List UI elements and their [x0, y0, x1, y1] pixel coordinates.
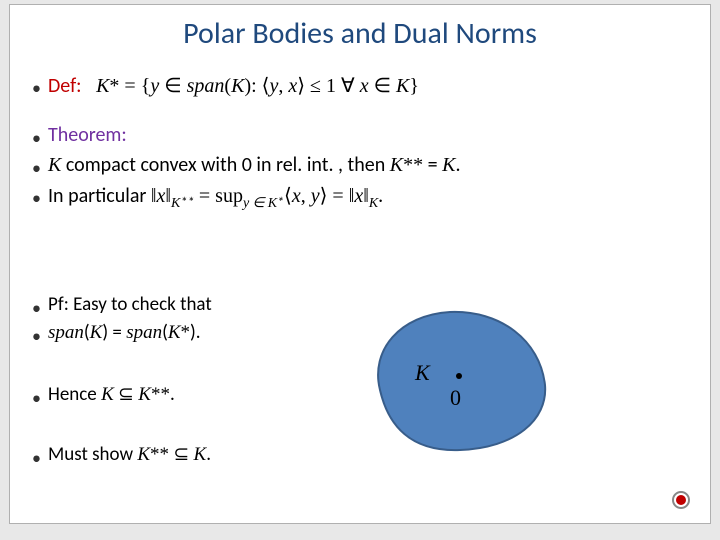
- bullet: •: [32, 157, 41, 179]
- definition-line: Def: K* = {y ∈ span(K): ⟨y, x⟩ ≤ 1 ∀ x ∈…: [48, 73, 419, 98]
- theorem-line-2: In particular ‖x‖K** = supy ∈ K*⟨x, y⟩ =…: [48, 183, 383, 212]
- convex-blob-path: [378, 312, 545, 450]
- slide-title: Polar Bodies and Dual Norms: [10, 15, 710, 52]
- K-label: K: [415, 360, 430, 386]
- thm2-a: In particular: [48, 184, 151, 208]
- bullet: •: [32, 387, 41, 409]
- def-math: K* = {y ∈ span(K): ⟨y, x⟩ ≤ 1 ∀ x ∈ K}: [96, 75, 419, 97]
- proof-line-1: Pf: Easy to check that: [48, 293, 212, 316]
- bullet: •: [32, 325, 41, 347]
- slide-frame: Polar Bodies and Dual Norms • Def: K* = …: [9, 4, 711, 524]
- def-label: Def:: [48, 74, 82, 98]
- origin-dot: [456, 373, 462, 379]
- proof-line-2: span(K) = span(K*).: [48, 321, 201, 344]
- sub-kss: K**: [171, 194, 194, 211]
- bullet: •: [32, 297, 41, 319]
- theorem-line-1: K compact convex with 0 in rel. int. , t…: [48, 153, 461, 177]
- zero-label: 0: [450, 385, 461, 411]
- bullet: •: [32, 447, 41, 469]
- convex-set-figure: [340, 300, 560, 460]
- bullet: •: [32, 127, 41, 149]
- slide-accent-icon: [672, 491, 690, 509]
- bullet: •: [32, 77, 41, 99]
- proof-line-4: Must show K** ⊆ K.: [48, 443, 211, 466]
- bullet: •: [32, 187, 41, 209]
- sub-k: K: [369, 194, 378, 211]
- theorem-label-line: Theorem:: [48, 123, 127, 147]
- proof-line-3: Hence K ⊆ K**.: [48, 383, 175, 406]
- thm-label: Theorem:: [48, 123, 127, 147]
- sub-y: y ∈ K*: [243, 194, 284, 211]
